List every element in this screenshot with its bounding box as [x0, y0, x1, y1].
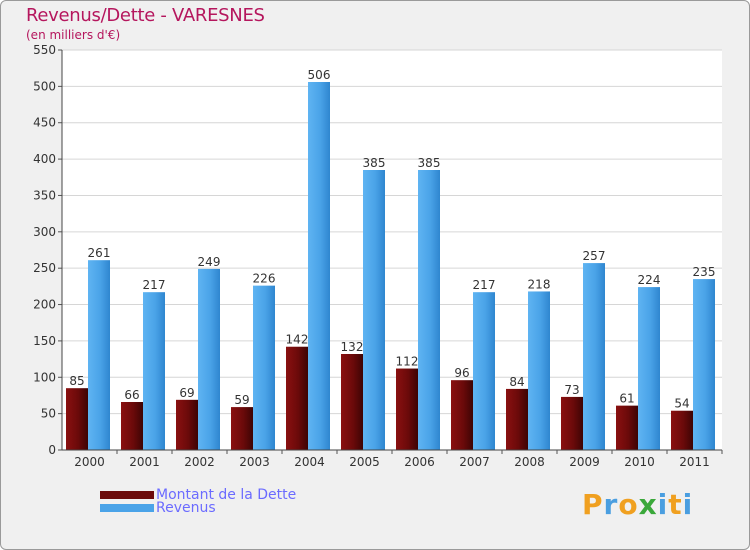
- x-tick-label: 2001: [129, 455, 160, 469]
- data-label-revenus-2000: 261: [88, 246, 111, 260]
- y-tick-label: 50: [41, 407, 56, 421]
- bar-revenus-2001: [143, 292, 165, 450]
- data-label-revenus-2003: 226: [253, 272, 276, 286]
- logo-letter: x: [638, 488, 658, 521]
- bar-revenus-2007: [473, 292, 495, 450]
- bar-revenus-2005: [363, 170, 385, 450]
- y-tick-label: 100: [33, 370, 56, 384]
- x-tick-label: 2003: [239, 455, 270, 469]
- x-tick-label: 2007: [459, 455, 490, 469]
- y-tick-label: 300: [33, 225, 56, 239]
- bar-revenus-2002: [198, 268, 220, 450]
- data-label-revenus-2002: 249: [198, 255, 221, 269]
- legend-swatch-dette: [100, 491, 154, 499]
- bar-revenus-2000: [88, 260, 110, 450]
- logo-letter: t: [668, 488, 683, 521]
- data-label-revenus-2005: 385: [363, 156, 386, 170]
- data-label-revenus-2004: 506: [308, 68, 331, 82]
- data-label-revenus-2011: 235: [693, 265, 716, 279]
- y-tick-label: 400: [33, 152, 56, 166]
- bar-revenus-2009: [583, 263, 605, 450]
- x-tick-label: 2010: [624, 455, 655, 469]
- chart-subtitle: (en milliers d'€): [26, 28, 121, 42]
- logo-letter: r: [603, 488, 619, 521]
- bar-revenus-2006: [418, 170, 440, 450]
- data-label-revenus-2007: 217: [473, 278, 496, 292]
- x-tick-label: 2006: [404, 455, 435, 469]
- data-label-revenus-2009: 257: [583, 249, 606, 263]
- bar-dette-2008: [506, 388, 528, 450]
- logo-letter: P: [582, 488, 604, 521]
- data-label-dette-2004: 142: [286, 333, 309, 347]
- x-tick-label: 2005: [349, 455, 380, 469]
- data-label-dette-2011: 54: [674, 397, 689, 411]
- x-tick-label: 2008: [514, 455, 545, 469]
- y-tick-label: 200: [33, 298, 56, 312]
- data-label-dette-2006: 112: [396, 355, 419, 369]
- bar-dette-2000: [66, 388, 88, 450]
- data-label-revenus-2010: 224: [638, 273, 661, 287]
- proxiti-logo: Proxiti: [582, 488, 693, 521]
- y-tick-label: 250: [33, 261, 56, 275]
- legend-label-dette: Montant de la Dette: [156, 487, 297, 503]
- logo-letter: o: [618, 488, 639, 521]
- data-label-dette-2007: 96: [454, 366, 469, 380]
- y-tick-label: 350: [33, 188, 56, 202]
- y-tick-label: 0: [48, 443, 56, 457]
- bar-revenus-2011: [693, 279, 715, 450]
- bar-dette-2002: [176, 399, 198, 450]
- y-tick-label: 150: [33, 334, 56, 348]
- bar-revenus-2003: [253, 285, 275, 450]
- legend-item-dette: Montant de la Dette: [100, 487, 296, 503]
- data-label-dette-2009: 73: [564, 383, 579, 397]
- x-tick-label: 2004: [294, 455, 325, 469]
- data-label-dette-2002: 69: [179, 386, 194, 400]
- x-tick-label: 2002: [184, 455, 215, 469]
- bar-dette-2009: [561, 396, 583, 450]
- data-label-dette-2001: 66: [124, 388, 139, 402]
- data-label-dette-2008: 84: [509, 375, 524, 389]
- legend-swatch-revenus: [100, 504, 154, 512]
- y-tick-label: 500: [33, 79, 56, 93]
- x-tick-label: 2000: [74, 455, 105, 469]
- x-tick-label: 2009: [569, 455, 600, 469]
- data-label-revenus-2006: 385: [418, 156, 441, 170]
- logo-letter: i: [657, 488, 669, 521]
- chart-title: Revenus/Dette - VARESNES: [26, 5, 265, 26]
- legend-item-revenus: Revenus: [100, 500, 216, 516]
- data-label-dette-2000: 85: [69, 374, 84, 388]
- data-label-dette-2005: 132: [341, 340, 364, 354]
- bar-dette-2001: [121, 402, 143, 450]
- bar-revenus-2004: [308, 82, 330, 450]
- plot-area: [62, 50, 722, 450]
- bar-dette-2010: [616, 405, 638, 450]
- bar-revenus-2008: [528, 291, 550, 450]
- bar-dette-2006: [396, 368, 418, 450]
- bar-dette-2003: [231, 407, 253, 450]
- bar-dette-2004: [286, 346, 308, 450]
- bar-dette-2011: [671, 410, 693, 450]
- bar-dette-2005: [341, 354, 363, 450]
- x-tick-label: 2011: [679, 455, 710, 469]
- logo-letter: i: [682, 488, 694, 521]
- legend-label-revenus: Revenus: [156, 500, 216, 516]
- y-tick-label: 550: [33, 43, 56, 57]
- data-label-revenus-2001: 217: [143, 278, 166, 292]
- data-label-revenus-2008: 218: [528, 277, 551, 291]
- bar-dette-2007: [451, 380, 473, 450]
- bar-revenus-2010: [638, 287, 660, 450]
- y-tick-label: 450: [33, 116, 56, 130]
- data-label-dette-2010: 61: [619, 392, 634, 406]
- data-label-dette-2003: 59: [234, 393, 249, 407]
